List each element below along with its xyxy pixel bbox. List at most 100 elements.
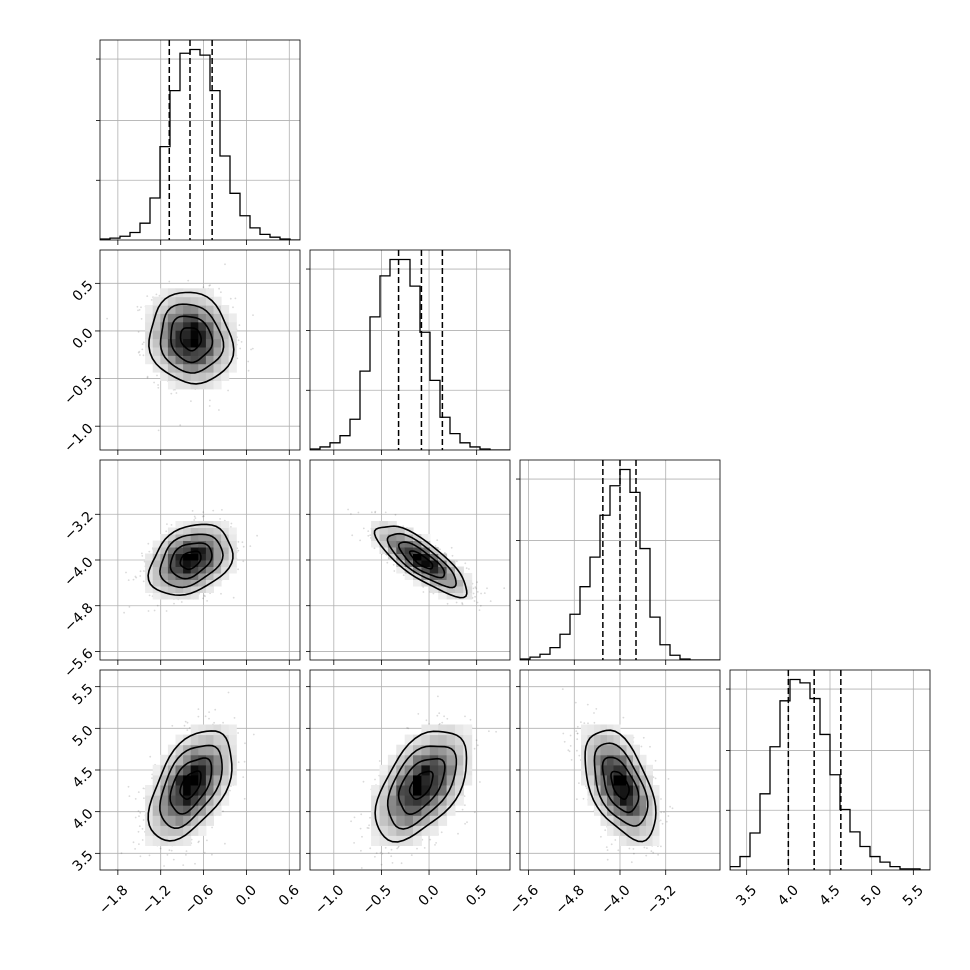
scatter-point [465, 567, 468, 570]
density-cell [175, 338, 184, 348]
x-tick-label: 0.6 [276, 882, 303, 909]
density-cell [387, 553, 397, 561]
density-cell [387, 527, 397, 535]
density-cell [463, 586, 473, 593]
scatter-point [242, 545, 245, 548]
density-cell [175, 734, 184, 746]
scatter-point [360, 813, 363, 816]
density-cell [221, 774, 230, 786]
scatter-point [472, 592, 475, 595]
scatter-point [466, 821, 468, 824]
scatter-point [148, 550, 151, 553]
scatter-point [236, 547, 239, 550]
density-cell [205, 534, 214, 541]
contour-level-2 [386, 532, 457, 589]
density-cell [205, 313, 214, 323]
density-cell [160, 372, 169, 381]
density-cell [152, 347, 161, 356]
scatter-panel-p0-p3: 3.54.04.55.05.5−1.8 −1.2 −0.6 0.0 0.6 [70, 669, 303, 918]
scatter-point [221, 509, 223, 511]
scatter-panel-p1-p3: −1.0 −0.5 0.0 0.5 [306, 669, 511, 918]
scatter-point [366, 827, 369, 829]
density-cell [205, 540, 214, 548]
density-cell [190, 321, 199, 331]
scatter-point [385, 554, 388, 556]
hist-panel-p1 [306, 249, 511, 455]
density-cell [183, 592, 192, 600]
density-cell [371, 540, 380, 548]
density-cell [160, 305, 169, 314]
scatter-point [137, 791, 140, 793]
density-cell [152, 296, 161, 306]
density-cell [152, 355, 161, 365]
density-cell [175, 592, 184, 600]
density-cell [404, 560, 414, 567]
density-cell [145, 560, 154, 567]
scatter-point [397, 846, 400, 849]
density-cell [205, 372, 214, 381]
density-cell [152, 815, 161, 826]
density-cell [205, 321, 214, 331]
density-cell [167, 355, 176, 365]
density-cell [167, 540, 176, 548]
density-cell [221, 355, 230, 365]
scatter-point [495, 730, 497, 733]
density-cell [145, 785, 154, 796]
density-cell [167, 527, 176, 535]
scatter-point [156, 604, 159, 607]
density-cell [175, 521, 184, 528]
scatter-point [441, 721, 444, 724]
density-cell [152, 560, 161, 567]
density-cell [205, 815, 214, 826]
density-cell [438, 553, 448, 561]
density-cell [446, 573, 456, 580]
density-cell [190, 560, 199, 567]
scatter-point [243, 760, 246, 763]
density-cell [198, 553, 207, 561]
scatter-point [436, 539, 439, 541]
density-cell [175, 579, 184, 587]
density-cell [183, 573, 192, 580]
density-cell [183, 785, 192, 796]
scatter-point [503, 587, 506, 590]
scatter-point [472, 587, 475, 590]
scatter-point [209, 399, 211, 402]
scatter-point [353, 842, 355, 844]
density-cell [221, 560, 230, 567]
scatter-point [219, 518, 222, 520]
scatter-point [123, 611, 125, 614]
density-cell [175, 754, 184, 766]
density-cell [221, 330, 230, 340]
density-cell [205, 363, 214, 373]
scatter-point [214, 708, 217, 711]
density-cell [221, 338, 230, 348]
density-cell [228, 744, 237, 756]
density-cell [228, 363, 237, 373]
density-cell [198, 363, 207, 373]
scatter-point [359, 827, 362, 830]
density-cell [221, 534, 230, 541]
density-cell [160, 560, 169, 567]
scatter-point [428, 723, 430, 725]
scatter-point [138, 350, 141, 353]
scatter-point [237, 541, 240, 543]
density-cell [160, 785, 169, 796]
scatter-point [106, 317, 108, 320]
scatter-point [140, 318, 143, 320]
scatter-point [229, 297, 232, 300]
scatter-point [432, 592, 435, 595]
density-cell [413, 566, 422, 574]
density-cell [175, 805, 184, 816]
scatter-point [127, 579, 130, 581]
density-cell [198, 579, 207, 587]
scatter-point [151, 773, 154, 776]
scatter-point [475, 739, 478, 742]
scatter-point [198, 840, 200, 843]
scatter-point [134, 848, 137, 850]
density-cell [167, 586, 176, 593]
scatter-point [125, 571, 127, 574]
density-cell [183, 579, 192, 587]
scatter-point [137, 331, 140, 333]
density-cell [205, 785, 214, 796]
